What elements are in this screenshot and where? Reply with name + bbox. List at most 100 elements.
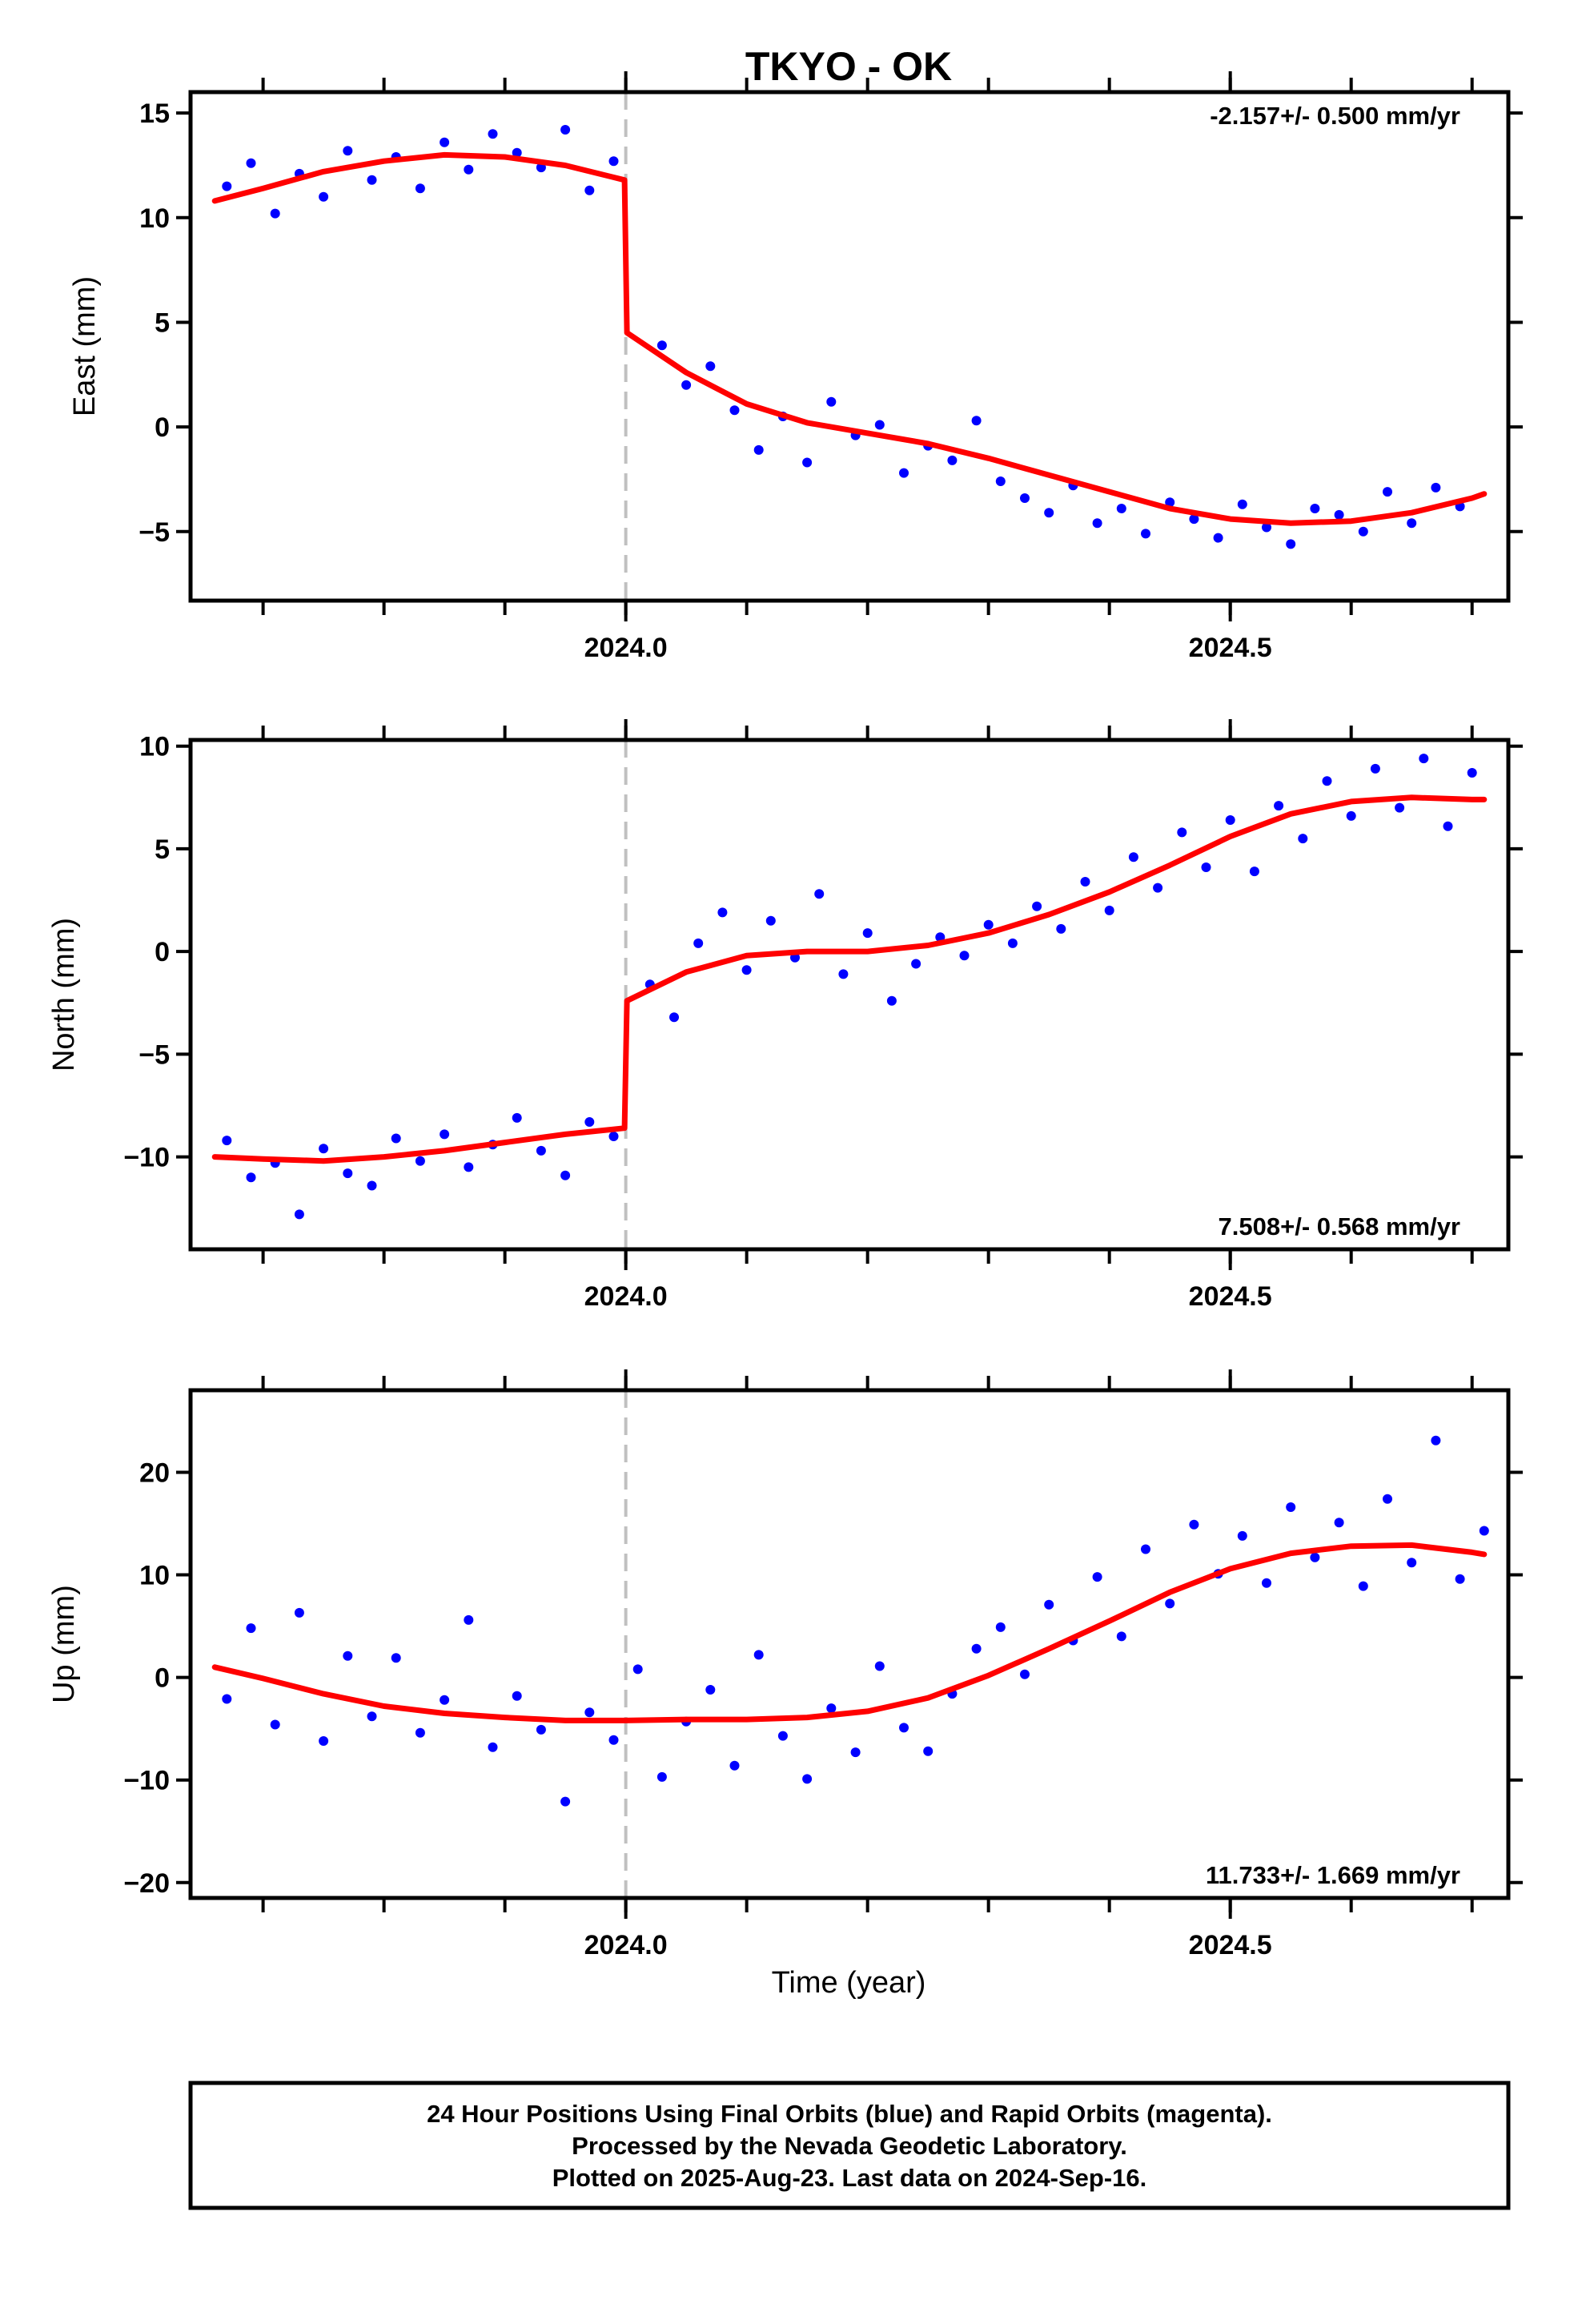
data-point xyxy=(608,1132,619,1141)
data-point xyxy=(536,1145,546,1156)
data-point xyxy=(959,951,970,961)
data-point xyxy=(947,455,958,465)
data-point xyxy=(705,1685,716,1695)
data-point xyxy=(971,1643,982,1654)
data-point xyxy=(1286,539,1296,549)
data-point xyxy=(222,1136,232,1146)
data-point xyxy=(729,1760,740,1771)
data-point xyxy=(246,1623,256,1634)
data-point xyxy=(1141,1544,1150,1554)
data-point xyxy=(464,1614,474,1625)
data-point xyxy=(1310,1552,1320,1562)
data-point xyxy=(1286,1502,1296,1512)
footer-line-1: 24 Hour Positions Using Final Orbits (bl… xyxy=(427,2100,1272,2128)
data-point xyxy=(681,380,692,390)
data-point xyxy=(1370,763,1380,774)
plot-frame xyxy=(188,738,1511,1252)
data-point xyxy=(1153,883,1163,893)
data-point xyxy=(464,164,474,175)
data-point xyxy=(802,457,813,468)
data-point xyxy=(995,1622,1006,1632)
data-point xyxy=(935,932,946,943)
data-point xyxy=(1310,504,1320,513)
data-point xyxy=(826,396,837,407)
data-point xyxy=(319,1736,329,1746)
data-point xyxy=(391,1653,401,1663)
data-point xyxy=(971,416,982,426)
data-point xyxy=(1213,533,1223,543)
data-point xyxy=(584,1707,595,1718)
data-point xyxy=(693,938,704,948)
data-point xyxy=(632,1664,643,1675)
y-tick-label: 20 xyxy=(139,1458,170,1488)
data-point xyxy=(1455,1574,1465,1584)
data-point xyxy=(488,1742,498,1752)
data-point xyxy=(656,340,667,351)
data-point xyxy=(1249,866,1259,877)
footer-line-2: Processed by the Nevada Geodetic Laborat… xyxy=(572,2132,1127,2160)
x-tick-label: 2024.5 xyxy=(1189,1930,1272,1960)
data-point xyxy=(838,969,849,979)
data-point xyxy=(899,1723,909,1733)
data-point xyxy=(270,208,280,219)
data-point xyxy=(899,468,909,478)
data-point xyxy=(1225,815,1235,825)
data-point xyxy=(367,175,377,185)
data-point xyxy=(1104,905,1114,915)
data-point xyxy=(584,1117,595,1127)
y-tick-label: −10 xyxy=(123,1766,170,1796)
data-point xyxy=(1080,877,1090,887)
data-point xyxy=(440,1695,450,1705)
data-point xyxy=(1358,526,1368,537)
data-point xyxy=(246,1172,256,1183)
data-point xyxy=(717,907,728,918)
data-point xyxy=(1032,901,1042,911)
data-point xyxy=(1419,754,1429,764)
up-panel: −20 −10 0 10 20 2024.0 2024.5 Up (mm) 11.733+/- … xyxy=(47,1369,1523,1960)
data-point xyxy=(1165,1598,1175,1609)
data-point xyxy=(826,1703,837,1714)
data-point xyxy=(584,185,595,195)
data-point xyxy=(222,181,232,191)
figure-title: TKYO - OK xyxy=(745,44,952,89)
y-tick-label: 0 xyxy=(155,412,170,443)
velocity-label-east: -2.157+/- 0.500 mm/yr xyxy=(1210,102,1460,130)
data-point xyxy=(1395,802,1405,813)
plot-area xyxy=(191,92,1508,601)
y-tick-label: 10 xyxy=(139,732,170,762)
y-tick-label: 15 xyxy=(139,99,170,129)
data-point xyxy=(512,1691,522,1701)
data-point xyxy=(1189,1519,1199,1530)
x-axis-label: Time (year) xyxy=(772,1966,926,2000)
x-tick-label: 2024.0 xyxy=(584,633,668,663)
data-point xyxy=(923,1746,934,1756)
data-point xyxy=(1431,482,1441,493)
data-point xyxy=(270,1719,280,1730)
y-tick-label: 5 xyxy=(155,834,170,865)
data-point xyxy=(862,928,873,939)
y-tick-label: 10 xyxy=(139,1561,170,1591)
data-point xyxy=(983,919,994,930)
plot-area xyxy=(191,740,1508,1249)
y-tick-label: −10 xyxy=(123,1143,170,1173)
y-tick-label: 0 xyxy=(155,1663,170,1694)
data-point xyxy=(560,1796,571,1807)
y-tick-label: 5 xyxy=(155,308,170,338)
data-point xyxy=(1262,522,1271,533)
x-tick-label: 2024.5 xyxy=(1189,1281,1272,1312)
data-point xyxy=(850,1747,861,1758)
y-tick-label: −5 xyxy=(139,1039,170,1070)
data-point xyxy=(488,129,498,139)
velocity-label-up: 11.733+/- 1.669 mm/yr xyxy=(1206,1861,1460,1889)
data-point xyxy=(1431,1435,1441,1445)
data-point xyxy=(608,156,619,167)
data-point xyxy=(1044,508,1054,518)
data-point xyxy=(608,1735,619,1745)
x-tick-label: 2024.0 xyxy=(584,1930,668,1960)
data-point xyxy=(669,1012,679,1023)
data-point xyxy=(1189,514,1199,525)
north-panel: −10 −5 0 5 10 2024.0 2024.5 North (mm) 7.508+/- … xyxy=(47,719,1523,1312)
data-point xyxy=(777,1731,788,1741)
data-point xyxy=(294,1607,304,1618)
data-point xyxy=(1358,1581,1368,1591)
